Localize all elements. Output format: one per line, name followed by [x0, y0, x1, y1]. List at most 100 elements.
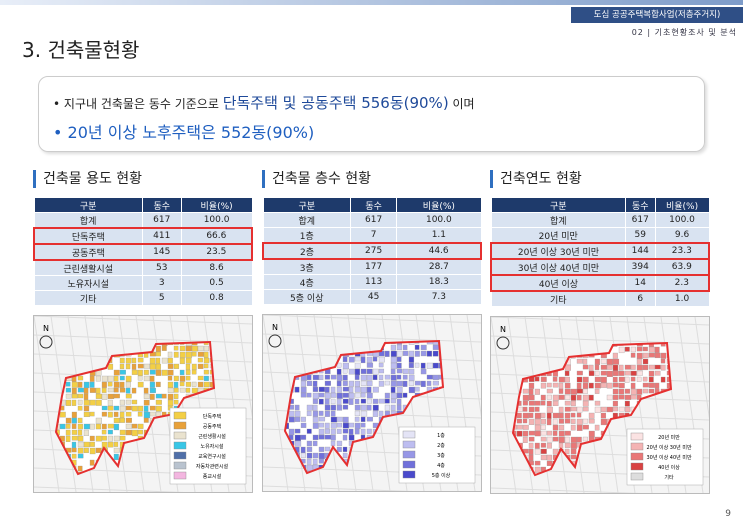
legend-swatch [402, 460, 416, 469]
building [101, 411, 107, 417]
building [582, 382, 589, 389]
building [354, 380, 360, 388]
building [149, 357, 156, 365]
building [77, 447, 84, 454]
building [420, 344, 427, 351]
building [372, 404, 379, 411]
building [149, 375, 155, 382]
road [263, 315, 289, 491]
table-cell: 100.0 [396, 212, 482, 228]
building [113, 447, 120, 453]
legend-label: 20년 미만 [658, 434, 680, 441]
header-cell: 구분 [490, 197, 626, 213]
building [318, 416, 326, 422]
building [330, 422, 337, 429]
table-row: 5층 이상 45 7.3 [262, 289, 482, 305]
building [570, 400, 576, 407]
building [546, 442, 552, 449]
building [330, 428, 336, 435]
legend-label: 4층 [437, 462, 445, 469]
building [89, 459, 95, 466]
building [137, 375, 143, 381]
building [336, 368, 342, 375]
building [654, 364, 661, 370]
building [89, 441, 95, 447]
building [606, 382, 613, 389]
building [77, 405, 83, 411]
building [534, 376, 540, 382]
building [654, 346, 660, 354]
building [167, 375, 173, 381]
table-row: 2층 275 44.6 [262, 242, 483, 260]
building [570, 442, 577, 449]
building [390, 392, 397, 399]
building [402, 350, 409, 356]
building [83, 429, 89, 437]
building [396, 386, 403, 393]
road [34, 334, 252, 344]
building [558, 382, 564, 390]
road [34, 316, 60, 492]
panel: 건축물 용도 현황 구분 동수 비율(%) 합계 617 100.0 단독주택 411 66.6 공… [32, 170, 253, 493]
building [137, 363, 144, 369]
table-cell: 8.6 [180, 259, 253, 276]
table-cell: 2층 [262, 242, 352, 260]
building [197, 351, 205, 357]
summary-highlight: 단독주택 및 공동주택 556동(90%) [222, 94, 449, 112]
table-row: 노유자시설 3 0.5 [33, 275, 253, 291]
building [588, 430, 595, 438]
building [354, 374, 360, 380]
building [378, 410, 384, 417]
building [594, 370, 600, 376]
building [101, 435, 107, 441]
building [648, 370, 655, 377]
building [366, 356, 373, 364]
building [570, 412, 576, 418]
building [534, 418, 541, 426]
table-cell: 100.0 [654, 212, 710, 228]
building [197, 357, 203, 363]
building [306, 380, 313, 387]
building [384, 380, 390, 386]
building [125, 381, 131, 388]
page-number: 9 [725, 509, 731, 519]
building [203, 381, 210, 388]
building [288, 428, 295, 436]
building [113, 369, 120, 376]
legend-swatch [173, 421, 187, 430]
building [600, 406, 607, 413]
building [113, 423, 120, 431]
header-cell: 비율(%) [396, 197, 482, 213]
building [77, 441, 85, 448]
building [89, 423, 95, 430]
table-row: 합계 617 100.0 [33, 212, 253, 229]
building [324, 398, 330, 405]
building [534, 412, 541, 419]
building [173, 393, 179, 399]
building [396, 368, 403, 374]
legend-label: 종교시설 [203, 473, 222, 480]
road [263, 333, 481, 343]
header-cell: 동수 [624, 197, 656, 213]
table-cell: 1층 [262, 227, 352, 244]
building [119, 429, 126, 435]
building [77, 465, 83, 472]
road [34, 316, 252, 325]
building [101, 381, 107, 388]
building [65, 423, 71, 429]
building [378, 368, 385, 374]
building [558, 430, 565, 437]
building [576, 406, 583, 413]
building [143, 417, 149, 423]
building [306, 464, 314, 472]
building [77, 375, 84, 381]
building [558, 376, 565, 383]
building [390, 356, 397, 364]
building [528, 430, 536, 436]
table-row: 기타 5 0.8 [33, 290, 253, 306]
building [203, 375, 209, 381]
north-symbol [268, 334, 282, 348]
building [306, 410, 312, 417]
building [594, 382, 601, 389]
